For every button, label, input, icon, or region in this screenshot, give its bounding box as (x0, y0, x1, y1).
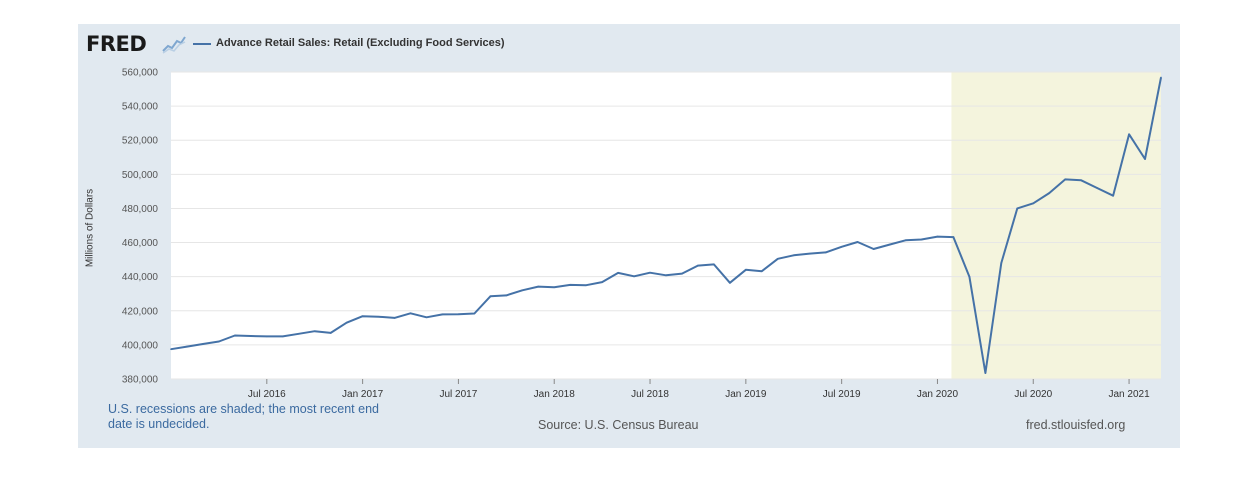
data-point (1048, 192, 1051, 194)
data-point (808, 252, 811, 255)
data-point (824, 251, 827, 254)
x-tick-label: Jul 2019 (823, 389, 861, 400)
data-point (968, 275, 971, 278)
data-point (202, 343, 204, 345)
source-note: Source: U.S. Census Bureau (538, 418, 699, 432)
data-point (681, 272, 683, 275)
data-point (729, 282, 731, 284)
data-point (792, 254, 795, 257)
recession-note: U.S. recessions are shaded; the most rec… (108, 402, 379, 431)
data-point (585, 284, 587, 286)
data-point (457, 313, 460, 315)
data-point (473, 312, 476, 315)
y-tick-label: 480,000 (122, 204, 159, 215)
x-tick-label: Jul 2020 (1014, 389, 1052, 400)
y-tick-label: 420,000 (122, 306, 159, 317)
data-point (1112, 194, 1114, 197)
y-tick-label: 560,000 (122, 68, 159, 79)
data-point (1096, 187, 1098, 189)
data-point (329, 332, 332, 334)
data-point (218, 340, 220, 343)
data-point (936, 235, 939, 238)
data-point (1032, 202, 1035, 205)
data-point (888, 243, 891, 246)
data-point (377, 315, 380, 318)
x-tick-label: Jul 2018 (631, 389, 669, 400)
data-point (1128, 133, 1130, 136)
fred-logo-text: FRED (86, 32, 147, 56)
data-point (1160, 76, 1162, 79)
data-point (904, 239, 907, 242)
data-point (553, 286, 556, 289)
data-point (505, 294, 508, 297)
data-point (872, 248, 875, 250)
fred-url-link[interactable]: fred.stlouisfed.org (1026, 418, 1126, 432)
recession-shade (951, 72, 1161, 379)
data-point (409, 312, 412, 315)
data-point (920, 238, 923, 241)
data-point (441, 313, 444, 316)
legend-label[interactable]: Advance Retail Sales: Retail (Excluding … (216, 37, 505, 49)
data-point (617, 272, 619, 274)
data-point (633, 275, 635, 278)
x-tick-label: Jan 2019 (725, 389, 767, 400)
y-tick-label: 440,000 (122, 272, 159, 283)
data-point (170, 348, 172, 350)
x-tick-label: Jan 2021 (1108, 389, 1150, 400)
trend-graph-icon (161, 34, 187, 54)
data-point (761, 270, 763, 273)
data-point (266, 335, 268, 338)
data-point (1080, 179, 1082, 182)
data-point (393, 317, 396, 319)
x-tick-label: Jul 2017 (440, 389, 478, 400)
data-point (1144, 158, 1146, 160)
data-point (952, 236, 955, 238)
data-point (649, 271, 651, 274)
x-tick-label: Jan 2017 (342, 389, 384, 400)
data-point (521, 289, 524, 292)
data-point (713, 263, 715, 266)
data-point (1000, 262, 1003, 264)
y-tick-label: 540,000 (122, 102, 159, 113)
y-tick-label: 500,000 (122, 170, 159, 181)
data-point (345, 321, 348, 324)
y-tick-label: 520,000 (122, 136, 159, 147)
data-point (569, 284, 571, 286)
data-point (281, 335, 284, 338)
data-point (250, 335, 252, 337)
data-point (1016, 207, 1019, 210)
data-point (665, 274, 667, 277)
data-point (840, 246, 843, 248)
legend-swatch (193, 43, 211, 45)
data-point (361, 315, 364, 318)
y-tick-label: 460,000 (122, 238, 159, 249)
data-point (537, 285, 540, 288)
data-point (984, 372, 987, 374)
data-point (601, 281, 603, 283)
y-tick-label: 380,000 (122, 375, 159, 386)
data-point (856, 241, 859, 243)
fred-logo[interactable]: FRED (86, 32, 147, 56)
data-point (489, 295, 492, 298)
data-point (234, 334, 236, 337)
x-tick-label: Jan 2018 (534, 389, 576, 400)
x-tick-label: Jul 2016 (248, 389, 286, 400)
data-point (186, 345, 188, 348)
x-tick-label: Jan 2020 (917, 389, 959, 400)
data-point (297, 333, 300, 335)
data-point (313, 330, 316, 333)
data-point (697, 264, 699, 267)
data-point (425, 316, 428, 319)
data-point (745, 269, 747, 271)
data-point (776, 257, 779, 260)
y-tick-label: 400,000 (122, 340, 159, 351)
data-point (1064, 178, 1066, 181)
